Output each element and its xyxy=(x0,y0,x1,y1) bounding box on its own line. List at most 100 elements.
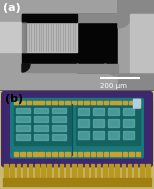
Bar xyxy=(52,152,57,156)
Bar xyxy=(129,152,134,156)
Bar xyxy=(116,152,121,156)
Bar xyxy=(14,101,18,104)
Bar xyxy=(134,164,137,184)
Bar xyxy=(128,164,131,184)
Bar xyxy=(110,101,115,104)
Bar xyxy=(52,125,66,131)
Bar xyxy=(34,134,48,140)
Bar xyxy=(85,164,88,184)
Bar xyxy=(22,22,26,52)
Bar xyxy=(77,14,118,22)
Bar xyxy=(78,131,89,139)
Bar xyxy=(9,178,15,186)
Bar xyxy=(40,178,46,186)
Bar xyxy=(20,101,25,104)
Bar xyxy=(116,101,121,104)
Bar xyxy=(76,106,140,145)
Bar xyxy=(97,152,102,156)
Bar xyxy=(10,164,14,184)
Bar xyxy=(121,178,126,186)
Bar xyxy=(93,108,104,115)
Bar xyxy=(22,22,77,52)
Bar xyxy=(102,178,107,186)
Bar xyxy=(66,164,69,184)
Bar xyxy=(123,152,127,156)
Bar xyxy=(123,101,127,104)
Bar xyxy=(28,178,33,186)
Bar xyxy=(33,101,38,104)
Bar xyxy=(84,152,89,156)
Bar xyxy=(136,101,140,104)
Bar xyxy=(16,134,30,140)
Bar xyxy=(108,108,119,115)
Bar xyxy=(93,131,104,139)
Bar xyxy=(77,14,118,72)
FancyBboxPatch shape xyxy=(10,98,144,159)
Bar xyxy=(39,101,44,104)
Bar xyxy=(0,72,154,90)
Text: (b): (b) xyxy=(5,94,23,104)
Bar xyxy=(78,108,89,115)
Bar xyxy=(46,101,50,104)
FancyBboxPatch shape xyxy=(1,91,153,167)
Bar xyxy=(91,152,95,156)
Bar xyxy=(84,101,89,104)
Bar xyxy=(34,178,40,186)
Bar xyxy=(4,164,8,184)
Bar xyxy=(127,178,132,186)
Bar xyxy=(34,108,48,114)
Bar xyxy=(108,178,114,186)
Bar xyxy=(52,134,66,140)
Bar xyxy=(110,152,115,156)
Bar xyxy=(145,178,151,186)
Bar xyxy=(91,164,94,184)
Bar xyxy=(108,131,119,139)
Bar xyxy=(22,14,77,22)
Bar xyxy=(22,14,77,64)
Bar xyxy=(65,101,70,104)
Polygon shape xyxy=(22,64,30,72)
Bar xyxy=(22,64,118,72)
Bar xyxy=(146,164,150,184)
FancyBboxPatch shape xyxy=(134,99,140,108)
Bar xyxy=(72,152,76,156)
Bar xyxy=(104,101,108,104)
Bar xyxy=(78,119,89,127)
Bar xyxy=(14,152,18,156)
Bar xyxy=(16,178,21,186)
Bar xyxy=(91,101,95,104)
Bar xyxy=(72,164,76,184)
Bar xyxy=(14,106,72,145)
Bar xyxy=(16,108,30,114)
Bar xyxy=(123,119,134,127)
Bar xyxy=(129,101,134,104)
Bar xyxy=(136,152,140,156)
Bar xyxy=(16,125,30,131)
Bar xyxy=(54,164,57,184)
Bar xyxy=(16,116,30,122)
Bar xyxy=(72,101,76,104)
Bar xyxy=(83,178,89,186)
Bar xyxy=(52,108,66,114)
Bar xyxy=(97,164,100,184)
Bar xyxy=(130,14,154,72)
Bar xyxy=(34,116,48,122)
Bar xyxy=(96,178,101,186)
Bar xyxy=(118,14,154,72)
Bar xyxy=(123,108,134,115)
Bar xyxy=(133,178,138,186)
Bar xyxy=(78,152,82,156)
Bar xyxy=(140,164,144,184)
Bar xyxy=(0,0,22,90)
Bar xyxy=(59,101,63,104)
Bar xyxy=(27,101,31,104)
Bar xyxy=(78,101,82,104)
Bar xyxy=(104,152,108,156)
Bar xyxy=(114,178,120,186)
Bar xyxy=(23,164,26,184)
Bar xyxy=(3,178,9,186)
Bar xyxy=(122,164,125,184)
Bar xyxy=(118,0,154,90)
Bar xyxy=(22,178,27,186)
Bar xyxy=(59,152,63,156)
